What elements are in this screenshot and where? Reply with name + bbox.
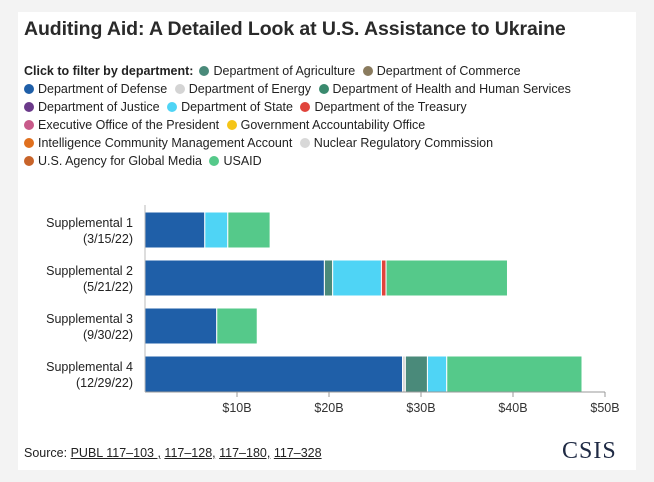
source-link-117-128[interactable]: 117–128, [164,446,216,460]
legend-item-department-of-health-and-human-services[interactable]: Department of Health and Human Services [318,80,571,98]
source-link-117-328[interactable]: 117–328 [273,446,322,460]
legend-swatch [209,156,220,166]
legend-swatch [24,102,34,112]
legend-swatch [24,120,34,130]
x-tick-label: $40B [498,401,527,415]
legend-item-department-of-justice[interactable]: Department of Justice [24,98,160,116]
legend-swatch [362,66,373,76]
legend-item-department-of-agriculture[interactable]: Department of Agriculture [199,62,355,80]
legend-label: Intelligence Community Management Accoun… [38,136,293,150]
legend-label: Department of Health and Human Services [332,82,571,96]
x-tick-label: $30B [406,401,435,415]
legend-item-nuclear-regulatory-commission[interactable]: Nuclear Regulatory Commission [299,134,494,152]
legend-swatch [174,84,185,94]
legend-swatch [300,102,311,112]
bar-segment-department-of-state-1[interactable] [204,211,229,249]
x-tick-label: $20B [314,401,343,415]
legend-label: Nuclear Regulatory Commission [313,136,494,150]
bar-segment-department-of-agriculture-4[interactable] [404,355,428,393]
bar-segment-department-of-defense-3[interactable] [144,307,218,345]
bar-segment-usaid-3[interactable] [216,307,258,345]
bar-segment-department-of-defense-1[interactable] [144,211,206,249]
legend-swatch [24,84,34,94]
chart-title: Auditing Aid: A Detailed Look at U.S. As… [24,18,566,40]
bar-segment-usaid-2[interactable] [385,259,508,297]
legend-label: U.S. Agency for Global Media [38,154,202,168]
legend-item-department-of-defense[interactable]: Department of Defense [24,80,167,98]
x-tick-label: $10B [222,401,251,415]
legend-item-intelligence-community-management-account[interactable]: Intelligence Community Management Accoun… [24,134,292,152]
legend-item-department-of-energy[interactable]: Department of Energy [174,80,312,98]
x-tick-label: $50B [590,401,619,415]
bar-segment-usaid-1[interactable] [227,211,271,249]
legend-label: USAID [223,154,262,168]
category-label: Supplemental 1 (3/15/22) [46,216,133,246]
source-link-publ-117-103[interactable]: PUBL 117–103 , [70,446,161,460]
bar-segment-department-of-defense-2[interactable] [144,259,325,297]
bar-segment-usaid-4[interactable] [446,355,583,393]
legend-label: Department of Energy [188,82,312,96]
legend-prompt: Click to filter by department: [24,64,194,78]
legend-label: Department of Commerce [376,64,521,78]
legend-swatch [299,138,310,148]
source-link-117-180[interactable]: 117–180, [219,446,271,460]
bar-segment-department-of-state-2[interactable] [332,259,382,297]
legend-swatch [24,138,34,148]
csis-logo: CSIS [562,438,617,464]
bar-segment-department-of-the-treasury-2[interactable] [380,259,387,297]
category-label: Supplemental 2 (5/21/22) [46,264,133,294]
legend-item-usaid[interactable]: USAID [209,152,262,170]
category-label: Supplemental 3 (9/30/22) [46,312,133,342]
legend-item-department-of-commerce[interactable]: Department of Commerce [362,62,521,80]
legend-label: Department of State [181,100,293,114]
source-line: Source: PUBL 117–103 , 117–128, 117–180,… [24,446,322,460]
legend-item-executive-office-of-the-president[interactable]: Executive Office of the President [24,116,219,134]
legend-label: Department of Justice [38,100,160,114]
legend-label: Department of Defense [38,82,168,96]
source-label: Source: [24,446,68,460]
legend-swatch [167,102,178,112]
bar-segment-department-of-defense-4[interactable] [144,355,404,393]
legend-label: Executive Office of the President [38,118,220,132]
bar-segment-department-of-agriculture-2[interactable] [323,259,334,297]
legend-label: Department of the Treasury [314,100,467,114]
legend-swatch [24,156,34,166]
legend-label: Department of Agriculture [213,64,356,78]
legend-item-department-of-state[interactable]: Department of State [167,98,293,116]
legend-item-department-of-the-treasury[interactable]: Department of the Treasury [300,98,467,116]
bar-segment-department-of-state-4[interactable] [426,355,448,393]
legend-label: Government Accountability Office [240,118,426,132]
legend-swatch [199,66,210,76]
legend-item-government-accountability-office[interactable]: Government Accountability Office [226,116,426,134]
legend-swatch [318,84,329,94]
legend-item-u-s-agency-for-global-media[interactable]: U.S. Agency for Global Media [24,152,202,170]
legend-swatch [226,120,237,130]
category-label: Supplemental 4 (12/29/22) [46,360,133,390]
legend: Click to filter by department: Department… [24,62,614,170]
